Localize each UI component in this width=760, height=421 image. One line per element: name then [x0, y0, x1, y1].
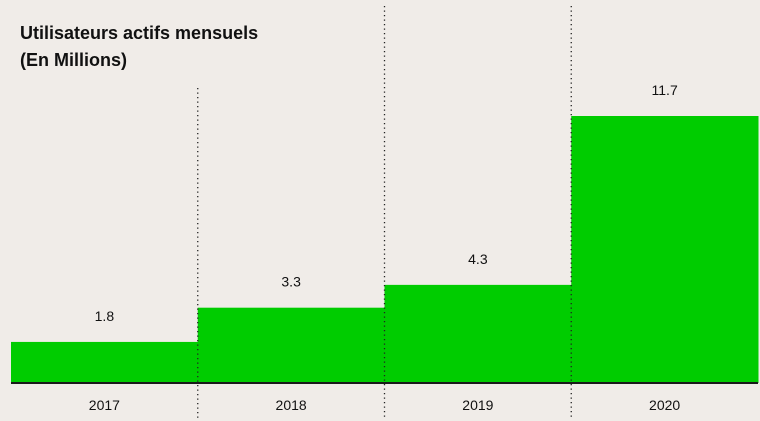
x-tick-label-2017: 2017 — [89, 397, 120, 413]
bar-2020 — [571, 116, 759, 383]
x-tick-label-2020: 2020 — [649, 397, 680, 413]
chart-title-block: Utilisateurs actifs mensuels (En Million… — [20, 20, 258, 74]
chart-title: Utilisateurs actifs mensuels — [20, 23, 259, 43]
bar-2019 — [384, 284, 572, 383]
x-tick-label-2019: 2019 — [462, 397, 493, 413]
x-tick-label-2018: 2018 — [276, 397, 307, 413]
value-label-2019: 4.3 — [468, 251, 488, 267]
bar-2018 — [197, 307, 385, 383]
bar-2017 — [11, 341, 199, 383]
value-label-2017: 1.8 — [95, 308, 115, 324]
value-label-2020: 11.7 — [652, 82, 678, 98]
value-label-2018: 3.3 — [281, 274, 301, 290]
chart-subtitle: (En Millions) — [20, 50, 127, 70]
